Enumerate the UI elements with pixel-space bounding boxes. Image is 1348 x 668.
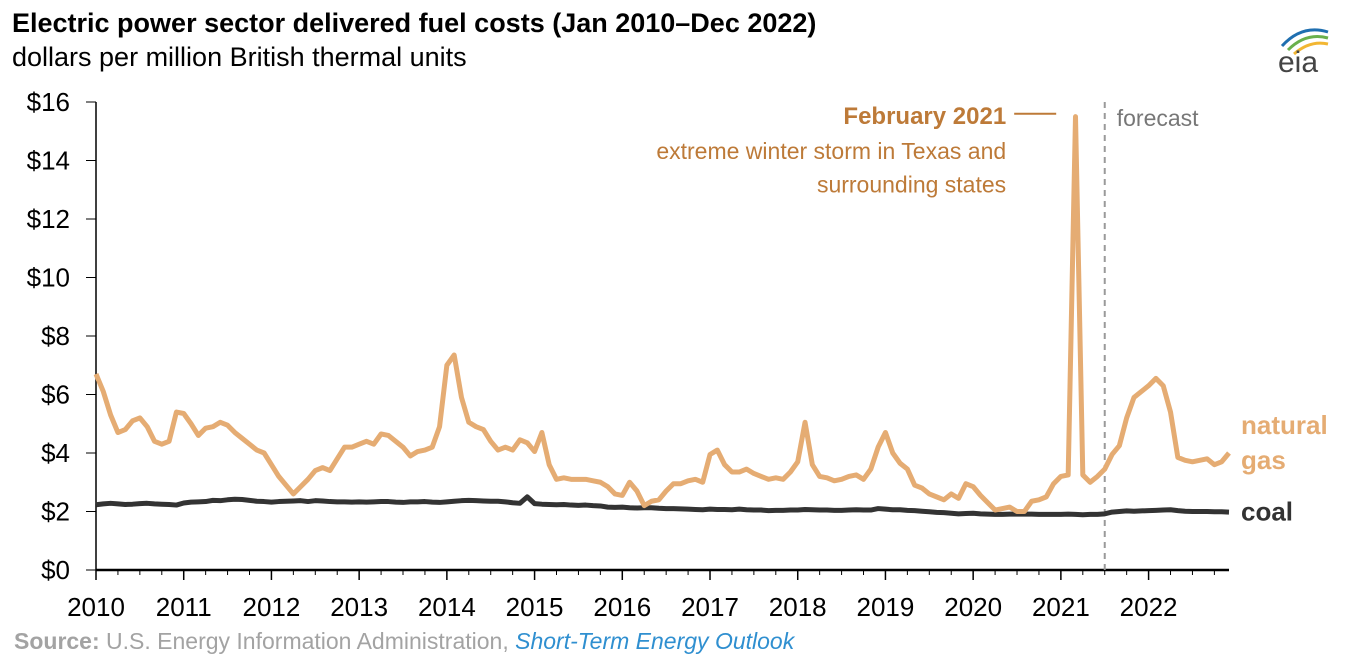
source-label: Source: bbox=[14, 628, 100, 654]
y-tick-label: $0 bbox=[41, 555, 70, 585]
forecast-label: forecast bbox=[1117, 105, 1199, 131]
natural-gas-label-line2: gas bbox=[1241, 445, 1286, 475]
logo-text: eia bbox=[1278, 46, 1318, 78]
annotation-title: February 2021 bbox=[843, 103, 1006, 130]
x-tick-label: 2018 bbox=[769, 592, 827, 622]
x-tick-label: 2012 bbox=[243, 592, 301, 622]
source-publication-link[interactable]: Short-Term Energy Outlook bbox=[515, 628, 795, 654]
x-tick-label: 2020 bbox=[944, 592, 1002, 622]
annotation-text-line1: extreme winter storm in Texas and bbox=[656, 138, 1006, 164]
x-tick-label: 2015 bbox=[506, 592, 564, 622]
annotation-text-line2: surrounding states bbox=[817, 172, 1006, 198]
natural-gas-series-line bbox=[93, 114, 1231, 514]
y-tick-label: $2 bbox=[41, 497, 70, 527]
chart-subtitle: dollars per million British thermal unit… bbox=[12, 42, 467, 72]
y-axis: $0 $2 $4 $6 $8 $10 $12 $14 $16 bbox=[27, 87, 97, 585]
x-tick-label: 2019 bbox=[857, 592, 915, 622]
x-tick-label: 2021 bbox=[1032, 592, 1090, 622]
x-tick-label: 2017 bbox=[681, 592, 739, 622]
eia-logo-icon: eia bbox=[1278, 28, 1329, 78]
y-tick-label: $6 bbox=[41, 380, 70, 410]
y-tick-label: $16 bbox=[27, 87, 70, 117]
forecast-region: forecast bbox=[1103, 102, 1199, 570]
natural-gas-label-line1: natural bbox=[1241, 410, 1328, 440]
source-note: Source: U.S. Energy Information Administ… bbox=[14, 628, 794, 655]
x-axis: 2010 2011 2012 2013 2014 2015 2016 2017 2018 2019… bbox=[67, 568, 1229, 622]
y-tick-label: $14 bbox=[27, 146, 70, 176]
y-tick-label: $12 bbox=[27, 204, 70, 234]
series-labels: natural gas coal bbox=[1241, 410, 1328, 526]
annotation: February 2021 extreme winter storm in Te… bbox=[656, 103, 1057, 198]
y-tick-label: $4 bbox=[41, 438, 70, 468]
x-tick-label: 2011 bbox=[156, 592, 212, 622]
x-tick-label: 2014 bbox=[418, 592, 476, 622]
coal-series-line bbox=[95, 494, 1230, 518]
source-text: U.S. Energy Information Administration, bbox=[106, 628, 509, 654]
x-tick-label: 2013 bbox=[330, 592, 388, 622]
y-tick-label: $10 bbox=[27, 263, 70, 293]
x-tick-label: 2022 bbox=[1120, 592, 1178, 622]
chart-title: Electric power sector delivered fuel cos… bbox=[12, 8, 817, 38]
x-tick-label: 2016 bbox=[593, 592, 651, 622]
x-tick-label: 2010 bbox=[67, 592, 125, 622]
y-tick-label: $8 bbox=[41, 321, 70, 351]
coal-label: coal bbox=[1241, 496, 1293, 526]
